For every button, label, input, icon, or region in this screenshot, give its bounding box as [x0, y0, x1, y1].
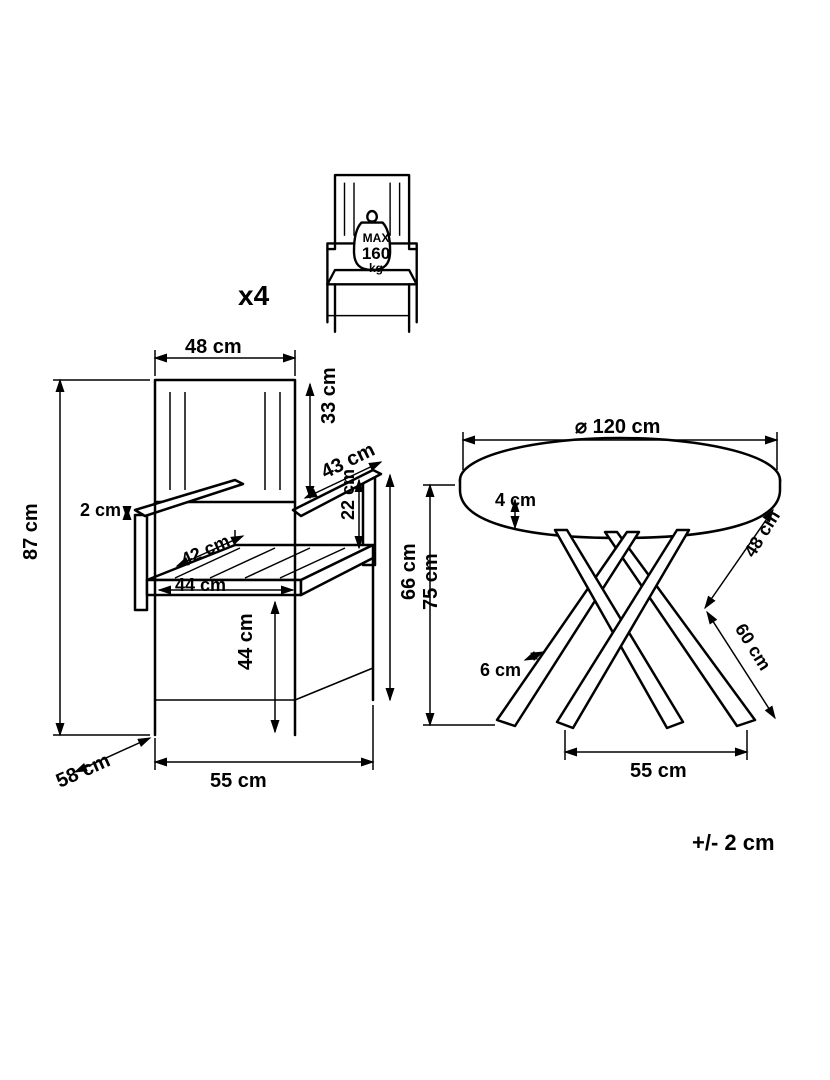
diagram-canvas: x4 MAX 160 kg 48 cm 33 cm 43 cm 2 cm 42 … [0, 0, 830, 1080]
dim-table-6: 6 cm [480, 660, 521, 681]
table-drawing [423, 432, 780, 760]
dim-chair-66: 66 cm [398, 543, 421, 600]
dim-table-4: 4 cm [495, 490, 536, 511]
dim-table-75: 75 cm [420, 553, 443, 610]
tolerance-label: +/- 2 cm [692, 830, 775, 856]
dim-table-55: 55 cm [630, 760, 687, 783]
dim-chair-33: 33 cm [318, 367, 341, 424]
dim-table-diameter: ⌀ 120 cm [575, 414, 660, 439]
dim-chair-seat44: 44 cm [235, 613, 258, 670]
diagram-svg [0, 0, 830, 1080]
max-unit: kg [369, 261, 383, 275]
dim-chair-44: 44 cm [175, 575, 226, 596]
dim-chair-87: 87 cm [20, 503, 43, 560]
max-value: 160 [362, 244, 390, 263]
max-load-label: MAX 160 kg [356, 232, 396, 275]
dim-chair-2: 2 cm [80, 500, 121, 521]
quantity-label: x4 [238, 280, 269, 312]
dim-chair-22: 22 cm [338, 469, 359, 520]
dim-chair-48: 48 cm [185, 336, 242, 359]
dim-chair-55: 55 cm [210, 770, 267, 793]
